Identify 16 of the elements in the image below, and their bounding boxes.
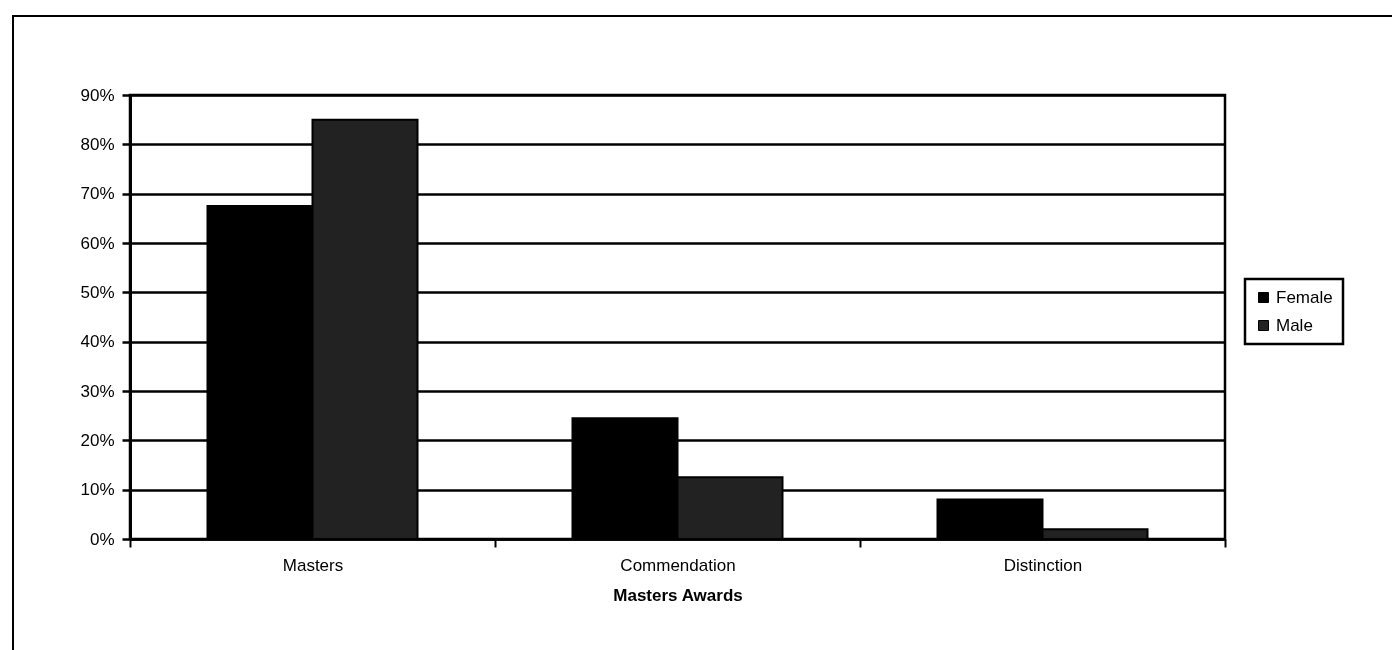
x-tick-label: Commendation	[620, 555, 736, 575]
x-tick-label: Distinction	[1003, 555, 1083, 575]
y-tick-label: 20%	[80, 430, 115, 450]
y-tick-label: 60%	[80, 233, 115, 253]
y-tick-label: 50%	[80, 282, 115, 302]
y-tick-label: 30%	[80, 381, 115, 401]
x-tick-label: Masters	[282, 555, 344, 575]
y-tick-label: 40%	[80, 332, 115, 352]
y-tick-label: 90%	[80, 85, 115, 105]
y-tick-label: 70%	[80, 184, 115, 204]
y-tick-label: 0%	[89, 529, 115, 549]
x-axis-title: Masters Awards	[613, 585, 743, 605]
legend-label: Female	[1276, 287, 1333, 307]
legend-label: Male	[1276, 315, 1313, 335]
y-tick-label: 80%	[80, 134, 115, 154]
y-tick-label: 10%	[80, 480, 115, 500]
